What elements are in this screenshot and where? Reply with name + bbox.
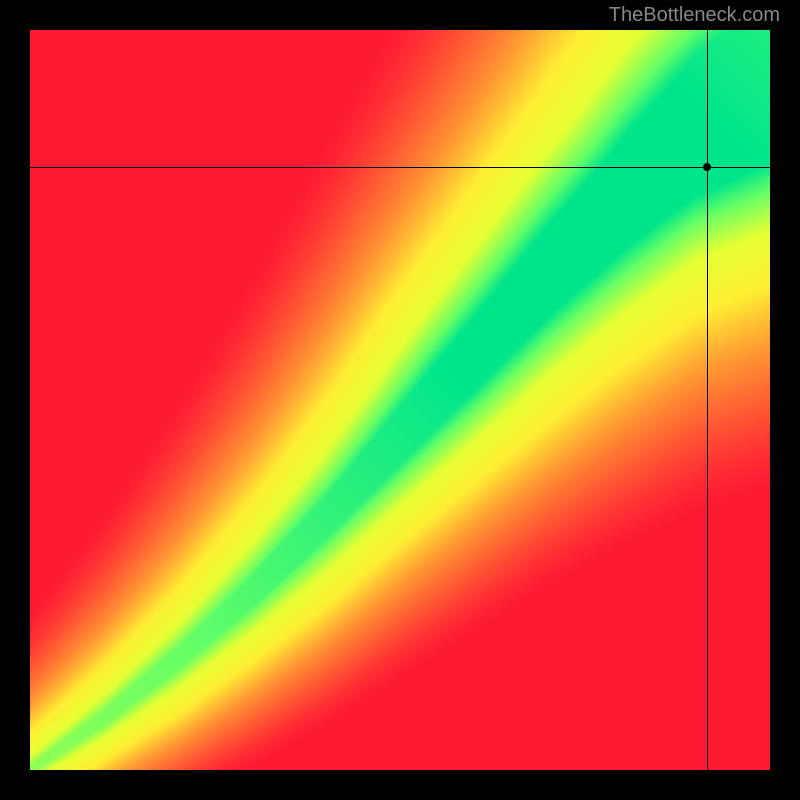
- heatmap-canvas: [30, 30, 770, 770]
- crosshair-horizontal: [30, 167, 770, 168]
- bottleneck-heatmap: [30, 30, 770, 770]
- selection-marker: [703, 163, 711, 171]
- crosshair-vertical: [707, 30, 708, 770]
- watermark-text: TheBottleneck.com: [609, 4, 780, 27]
